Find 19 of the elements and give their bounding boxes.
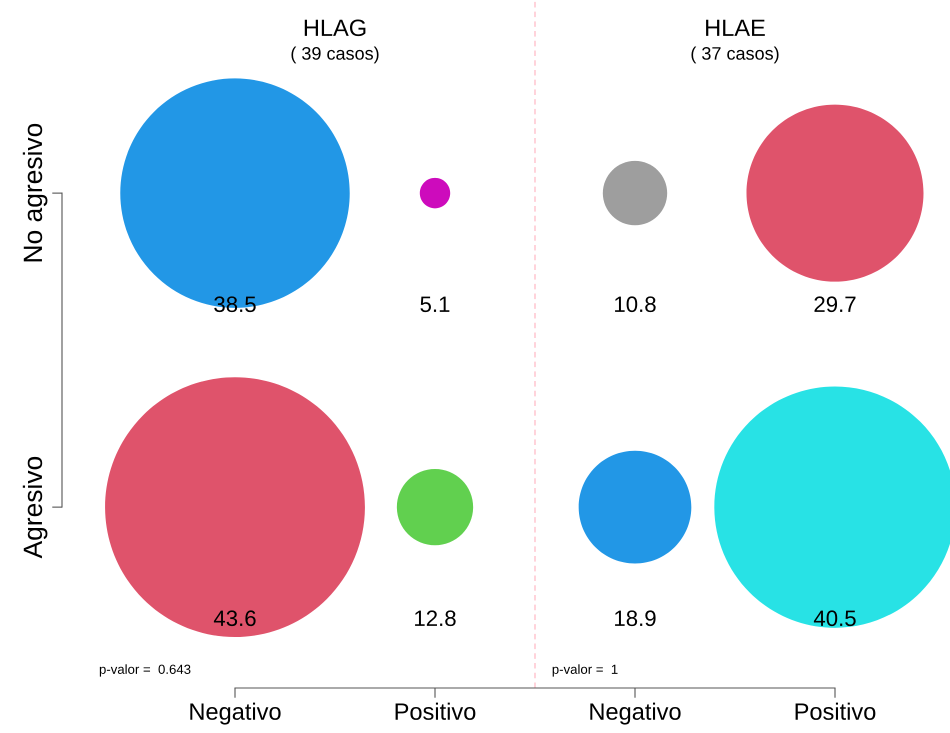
text: ( 37 casos) [691,46,779,64]
category-label: Negativo [590,702,681,725]
text: p-valor = 0.643 [100,664,190,677]
category-label: Agresivo [22,456,48,558]
data-label: 40.5 [814,610,856,626]
text: HLAE [706,20,765,36]
text: ( 39 casos) [291,46,379,64]
text: HLAG [304,19,366,36]
text: p-valor = 1 [552,664,618,677]
data-label: 18.9 [615,610,656,626]
data-label: 43.6 [214,610,256,626]
data-label: 29.7 [814,296,856,312]
category-label: Negativo [190,702,281,725]
category-label: Positivo [396,702,476,720]
data-label: 10.8 [615,296,656,312]
category-label: Positivo [796,702,876,720]
data-label: 5.1 [420,296,450,312]
data-label: 12.8 [415,610,456,626]
category-label: No agresivo [22,124,48,262]
